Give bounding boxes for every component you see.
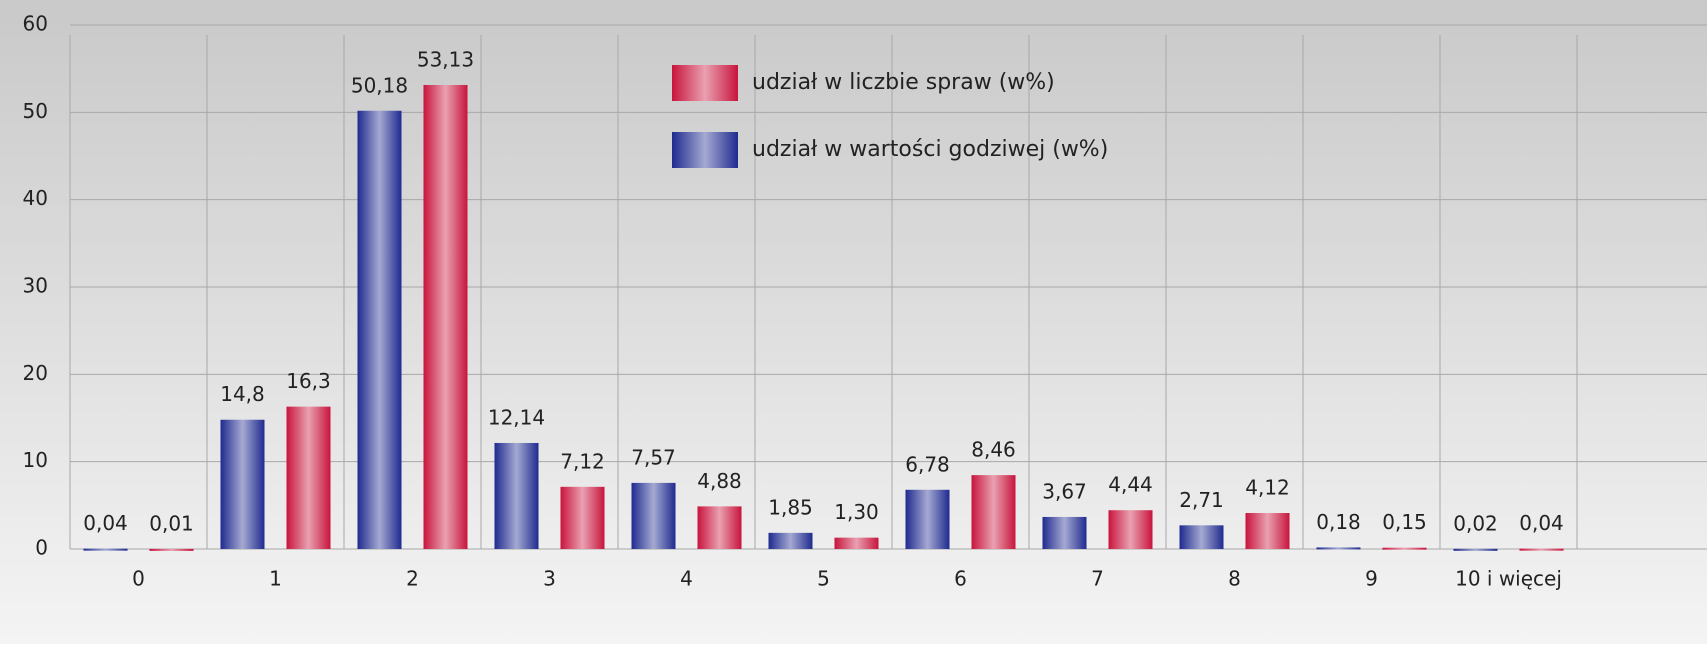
- bar: [560, 486, 605, 549]
- value-label: 1,30: [834, 500, 879, 524]
- bar: [1179, 525, 1224, 549]
- x-tick-label: 6: [954, 567, 967, 591]
- bar: [494, 442, 539, 549]
- x-tick-label: 2: [406, 567, 419, 591]
- value-label: 0,04: [1519, 511, 1564, 535]
- value-label: 7,12: [560, 449, 605, 473]
- x-tick-label: 4: [680, 567, 693, 591]
- value-label: 4,88: [697, 469, 742, 493]
- x-tick-label: 1: [269, 567, 282, 591]
- bar: [1108, 510, 1153, 549]
- bar: [971, 475, 1016, 549]
- bar: [423, 84, 468, 550]
- value-label: 53,13: [417, 47, 474, 71]
- legend-label: udział w liczbie spraw (w%): [752, 70, 1055, 95]
- value-label: 0,01: [149, 511, 194, 535]
- bar: [905, 489, 950, 549]
- value-label: 0,15: [1382, 510, 1427, 534]
- y-tick-label: 50: [23, 99, 48, 123]
- bar: [631, 482, 676, 549]
- x-tick-label: 3: [543, 567, 556, 591]
- legend-swatch: [672, 65, 738, 101]
- legend-swatch: [672, 132, 738, 168]
- bar: [220, 419, 265, 549]
- x-tick-label: 9: [1365, 567, 1378, 591]
- value-label: 6,78: [905, 452, 950, 476]
- x-tick-label: 5: [817, 567, 830, 591]
- bar: [357, 110, 402, 550]
- value-label: 4,44: [1108, 473, 1153, 497]
- value-label: 0,18: [1316, 510, 1361, 534]
- value-label: 7,57: [631, 445, 676, 469]
- value-label: 14,8: [220, 382, 265, 406]
- bar: [834, 537, 879, 549]
- y-tick-label: 30: [23, 274, 48, 298]
- value-label: 4,12: [1245, 476, 1290, 500]
- bar: [286, 406, 331, 549]
- value-label: 50,18: [351, 73, 408, 97]
- value-label: 16,3: [286, 369, 331, 393]
- x-tick-label: 7: [1091, 567, 1104, 591]
- y-tick-label: 60: [23, 12, 48, 36]
- value-label: 1,85: [768, 495, 813, 519]
- bar: [1042, 516, 1087, 549]
- bar: [768, 532, 813, 549]
- bar: [1316, 547, 1361, 550]
- x-tick-label: 10 i więcej: [1455, 567, 1562, 591]
- y-tick-label: 0: [35, 536, 48, 560]
- y-tick-label: 20: [23, 361, 48, 385]
- y-tick-label: 40: [23, 186, 48, 210]
- bar: [1245, 513, 1290, 549]
- value-label: 0,04: [83, 511, 128, 535]
- value-label: 8,46: [971, 438, 1016, 462]
- legend-label: udział w wartości godziwej (w%): [752, 137, 1108, 162]
- value-label: 2,71: [1179, 488, 1224, 512]
- bar: [1453, 548, 1498, 551]
- bar: [83, 548, 128, 551]
- y-tick-label: 10: [23, 448, 48, 472]
- x-tick-label: 8: [1228, 567, 1241, 591]
- x-tick-label: 0: [132, 567, 145, 591]
- bar: [1382, 547, 1427, 550]
- value-label: 0,02: [1453, 511, 1498, 535]
- bar: [149, 548, 194, 551]
- value-label: 12,14: [488, 405, 545, 429]
- bar: [697, 506, 742, 549]
- value-label: 3,67: [1042, 479, 1087, 503]
- bar: [1519, 548, 1564, 551]
